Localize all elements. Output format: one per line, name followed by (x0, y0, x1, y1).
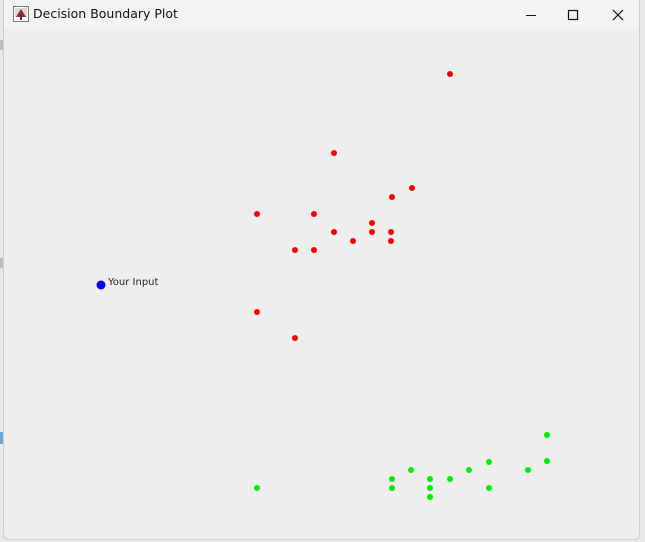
data-point (408, 467, 414, 473)
data-point (331, 229, 337, 235)
window-title: Decision Boundary Plot (33, 6, 178, 21)
close-icon (612, 9, 624, 20)
scatter-plot: Your Input (96, 71, 550, 500)
data-point (486, 485, 492, 491)
data-point (447, 476, 453, 482)
data-point (254, 309, 260, 315)
app-window: Decision Boundary Plot Your Input (3, 0, 640, 540)
data-point (544, 458, 550, 464)
data-point (311, 247, 317, 253)
input-point-label: Your Input (107, 277, 158, 288)
data-point (409, 185, 415, 191)
background-edge (0, 432, 3, 444)
data-point (447, 71, 453, 77)
java-app-icon[interactable] (13, 6, 29, 22)
data-point (350, 238, 356, 244)
maximize-icon (567, 9, 579, 20)
input-point (96, 280, 106, 290)
close-button[interactable] (595, 0, 639, 29)
data-point (388, 238, 394, 244)
data-point (369, 220, 375, 226)
data-point (388, 229, 394, 235)
data-point (427, 494, 433, 500)
data-point (254, 211, 260, 217)
data-point (389, 485, 395, 491)
maximize-button[interactable] (550, 0, 596, 29)
data-point (369, 229, 375, 235)
data-point (486, 459, 492, 465)
background-edge (0, 40, 3, 50)
plot-canvas[interactable]: Your Input (4, 29, 639, 539)
data-point (525, 467, 531, 473)
data-point (427, 485, 433, 491)
data-point (311, 211, 317, 217)
data-point (389, 476, 395, 482)
data-point (292, 247, 298, 253)
data-point (389, 194, 395, 200)
data-point (331, 150, 337, 156)
data-point (292, 335, 298, 341)
minimize-button[interactable] (508, 0, 554, 29)
background-edge (0, 258, 3, 268)
data-point (254, 485, 260, 491)
data-point (544, 432, 550, 438)
title-bar[interactable]: Decision Boundary Plot (4, 0, 639, 29)
data-point (466, 467, 472, 473)
minimize-icon (526, 14, 536, 16)
data-point (427, 476, 433, 482)
